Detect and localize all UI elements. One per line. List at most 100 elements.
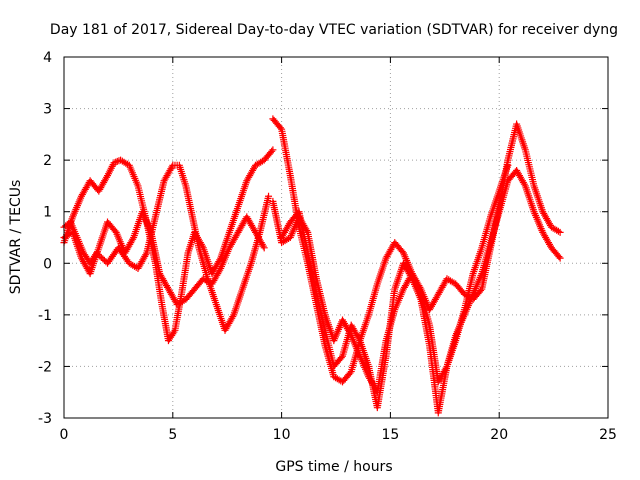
data-trail	[304, 230, 320, 281]
data-trail	[104, 161, 117, 178]
data-trail	[239, 261, 254, 291]
data-trail	[313, 277, 329, 317]
series-track-c	[60, 208, 268, 309]
data-trail	[183, 287, 197, 302]
data-trail	[87, 246, 102, 276]
data-point	[260, 244, 268, 252]
y-tick-label: -1	[38, 308, 52, 324]
data-trail	[470, 246, 485, 276]
data-trail	[147, 230, 163, 276]
axis-ticks	[63, 56, 609, 419]
data-trail	[487, 210, 503, 245]
data-trail	[69, 194, 85, 219]
data-trail	[175, 296, 188, 308]
data-trail	[252, 230, 267, 250]
data-trail	[105, 220, 119, 235]
data-trail	[201, 276, 214, 287]
data-trail	[279, 235, 293, 246]
data-trail	[96, 173, 111, 193]
data-trail	[409, 277, 424, 302]
y-tick-label: 2	[43, 153, 52, 169]
data-trail	[217, 230, 233, 260]
data-trail	[244, 215, 259, 235]
x-tick-label: 0	[60, 427, 69, 443]
y-tick-label: 3	[43, 102, 52, 118]
data-trail	[230, 287, 246, 317]
y-tick-label: 1	[43, 205, 52, 221]
data-trail	[226, 205, 241, 234]
data-trail	[270, 116, 284, 132]
plot-frame	[63, 56, 609, 419]
y-axis-label: SDTVAR / TECUs	[8, 180, 24, 295]
data-trail	[392, 240, 406, 255]
data-trail	[478, 241, 494, 276]
data-trail	[392, 287, 407, 312]
data-trail	[152, 179, 168, 219]
data-trail	[348, 333, 363, 358]
data-trail	[127, 260, 140, 271]
data-trail	[279, 220, 293, 240]
data-trail	[165, 287, 180, 307]
x-tick-label: 15	[381, 427, 399, 443]
data-trail	[304, 251, 320, 296]
data-trail	[331, 318, 346, 343]
x-tick-label: 20	[490, 427, 508, 443]
data-trail	[178, 251, 192, 296]
data-trail	[445, 276, 458, 287]
data-trail	[62, 219, 73, 230]
data-trail	[217, 246, 233, 271]
data-trail	[461, 272, 477, 312]
x-axis-label: GPS time / hours	[275, 459, 392, 475]
data-point	[110, 159, 118, 167]
data-trail	[244, 163, 259, 183]
y-tick-label: 4	[43, 50, 52, 66]
data-trail	[531, 210, 546, 234]
data-trail	[122, 235, 137, 255]
data-trail	[470, 271, 485, 296]
data-trail	[209, 266, 224, 286]
series-track-a	[60, 146, 277, 345]
data-trail	[514, 168, 528, 188]
data-trail	[382, 287, 398, 358]
data-trail	[113, 230, 128, 255]
data-trail	[295, 210, 311, 255]
data-trail	[126, 163, 141, 188]
data-trail	[522, 184, 537, 214]
data-point	[556, 228, 564, 236]
data-trail	[322, 328, 337, 368]
data-trail	[261, 147, 276, 163]
data-point	[504, 161, 512, 169]
data-trail	[374, 256, 389, 286]
data-trail	[313, 292, 329, 332]
data-trail	[226, 230, 241, 250]
data-trail	[357, 339, 372, 368]
data-trail	[118, 157, 132, 168]
data-trail	[522, 148, 538, 188]
data-trail	[435, 365, 451, 415]
data-trail	[158, 303, 172, 343]
data-trail	[549, 224, 562, 235]
data-trail	[182, 184, 196, 219]
data-trail	[427, 292, 441, 312]
data-trail	[496, 163, 511, 193]
data-trail	[157, 271, 171, 291]
data-trail	[540, 209, 554, 229]
data-trail	[166, 328, 178, 343]
data-trail	[253, 157, 266, 168]
data-trail	[374, 354, 390, 410]
data-trail	[176, 163, 189, 188]
data-trail	[417, 297, 433, 348]
data-trail	[95, 220, 111, 250]
data-trail	[496, 179, 511, 214]
data-trail	[348, 323, 363, 343]
data-trail	[67, 220, 80, 240]
data-trail	[531, 184, 546, 214]
chart-title: Day 181 of 2017, Sidereal Day-to-day VTE…	[50, 22, 618, 38]
data-trail	[189, 215, 202, 250]
data-trail	[487, 189, 503, 219]
data-trail	[256, 194, 272, 234]
data-point	[265, 192, 273, 200]
data-trail	[540, 230, 554, 250]
data-trail	[195, 246, 211, 281]
